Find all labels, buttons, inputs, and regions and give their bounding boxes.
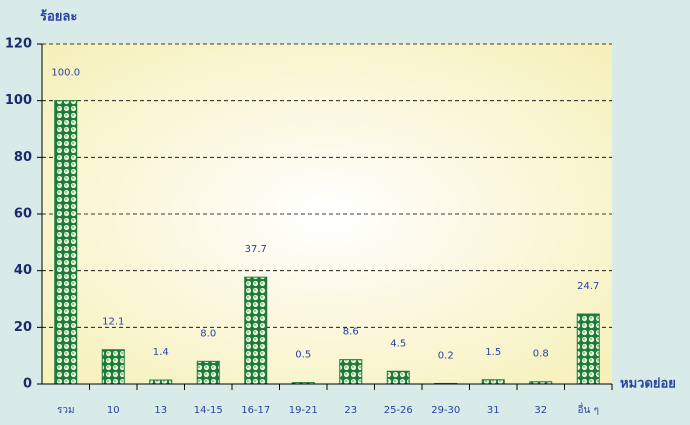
x-tick-label: 29-30	[431, 405, 460, 416]
bar	[101, 349, 125, 385]
bar	[576, 313, 600, 385]
x-tick-label: 14-15	[194, 405, 223, 416]
y-tick-label: 0	[23, 377, 32, 392]
x-tick-label: 23	[344, 405, 357, 416]
value-label: 24.7	[577, 281, 599, 292]
value-label: 8.6	[343, 327, 359, 338]
x-tick-label: 31	[487, 405, 500, 416]
bar	[386, 370, 410, 385]
x-tick-label: รวม	[57, 405, 75, 416]
bar	[481, 379, 505, 385]
x-tick-label: อื่น ๆ	[578, 402, 599, 416]
value-label: 12.1	[102, 317, 124, 328]
value-label: 8.0	[200, 328, 216, 339]
bar	[339, 359, 363, 385]
value-label: 0.2	[438, 350, 454, 361]
x-axis-label: หมวดย่อย	[620, 377, 676, 392]
y-tick-label: 20	[14, 320, 32, 335]
y-tick-label: 60	[14, 207, 32, 222]
value-label: 0.5	[295, 350, 311, 361]
y-tick-label: 100	[5, 93, 32, 108]
value-label: 0.8	[533, 349, 549, 360]
bar	[54, 100, 78, 385]
bar	[196, 360, 220, 385]
x-tick-label: 16-17	[241, 405, 270, 416]
bar	[244, 276, 268, 385]
y-tick-label: 40	[14, 263, 32, 278]
value-label: 1.4	[153, 347, 169, 358]
y-tick-label: 120	[5, 37, 32, 52]
x-tick-label: 10	[107, 405, 120, 416]
x-tick-label: 25-26	[384, 405, 413, 416]
x-tick-label: 13	[154, 405, 167, 416]
value-label: 1.5	[485, 347, 501, 358]
y-tick-label: 80	[14, 150, 32, 165]
x-tick-label: 19-21	[289, 405, 318, 416]
value-label: 100.0	[51, 68, 80, 79]
y-axis-label: ร้อยละ	[40, 9, 77, 25]
value-label: 37.7	[245, 244, 267, 255]
x-tick-label: 32	[534, 405, 547, 416]
bar	[149, 379, 173, 385]
value-label: 4.5	[390, 338, 406, 349]
